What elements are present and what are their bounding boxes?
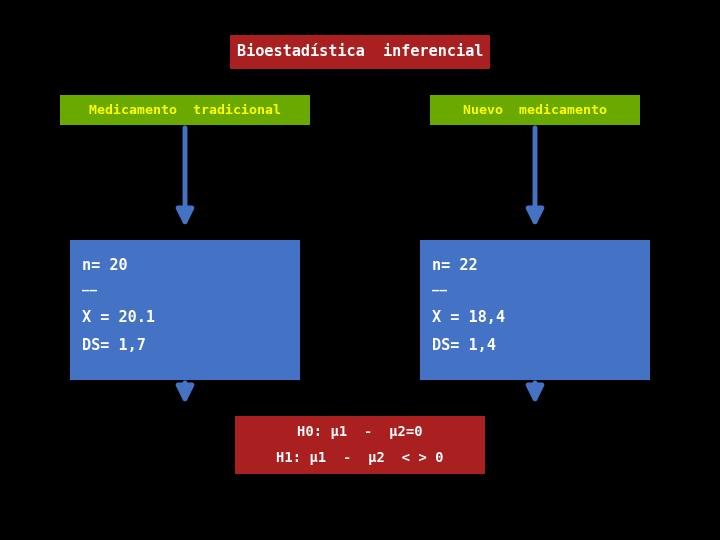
Text: X = 18,4: X = 18,4 [432,310,505,326]
FancyBboxPatch shape [420,240,650,380]
FancyBboxPatch shape [430,95,640,125]
Text: Bioestadística  inferencial: Bioestadística inferencial [237,44,483,59]
Text: H0: μ1  -  μ2=0: H0: μ1 - μ2=0 [297,425,423,439]
FancyBboxPatch shape [230,35,490,69]
Text: DS= 1,7: DS= 1,7 [82,338,146,353]
FancyBboxPatch shape [70,240,300,380]
Text: DS= 1,4: DS= 1,4 [432,338,496,353]
FancyBboxPatch shape [60,95,310,125]
Text: n= 20: n= 20 [82,258,127,273]
Text: ̅̅: ̅̅ [432,288,447,301]
FancyBboxPatch shape [235,416,485,474]
Text: n= 22: n= 22 [432,258,477,273]
Text: ̅̅: ̅̅ [82,288,97,301]
Text: H1: μ1  -  μ2  < > 0: H1: μ1 - μ2 < > 0 [276,451,444,465]
Text: Medicamento  tradicional: Medicamento tradicional [89,104,281,117]
Text: Nuevo  medicamento: Nuevo medicamento [463,104,607,117]
Text: X = 20.1: X = 20.1 [82,310,155,326]
